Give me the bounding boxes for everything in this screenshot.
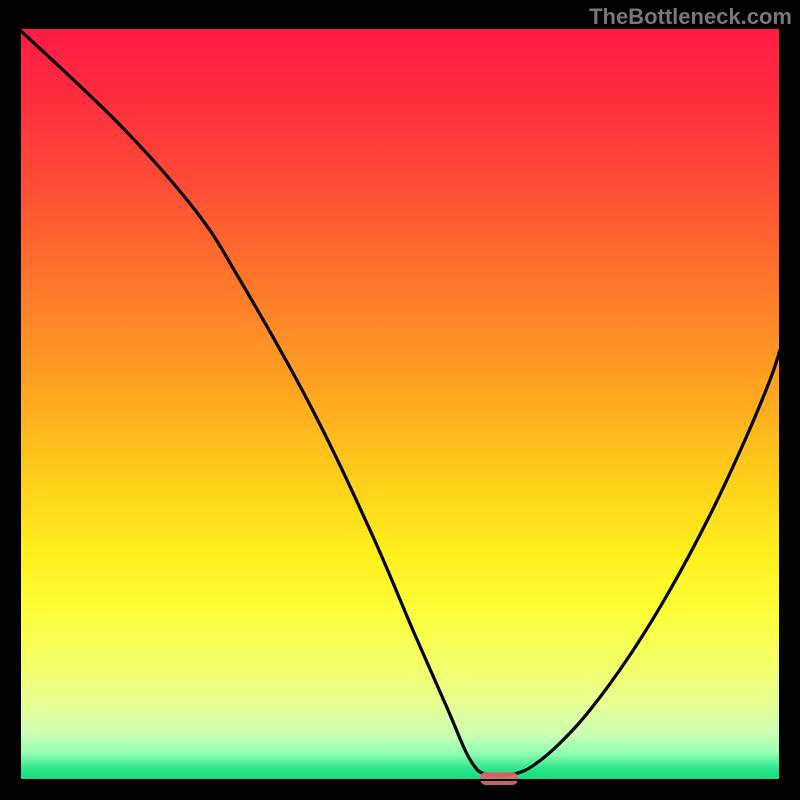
optimal-marker xyxy=(480,772,518,785)
bottleneck-chart xyxy=(0,0,800,800)
watermark-text: TheBottleneck.com xyxy=(589,4,792,30)
